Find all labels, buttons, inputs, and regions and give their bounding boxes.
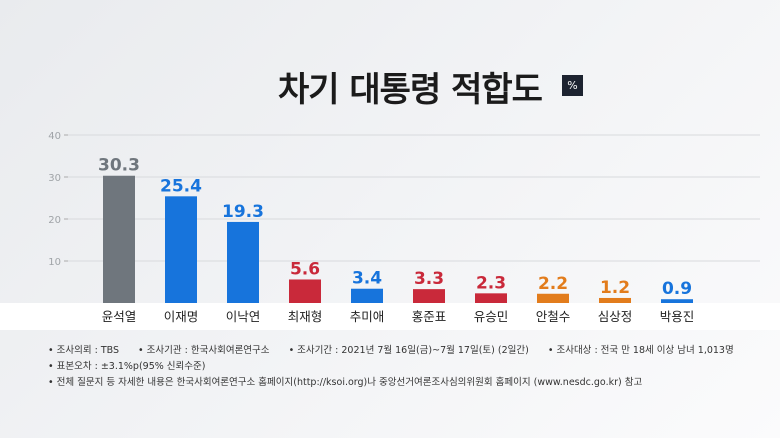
- unit-badge: %: [562, 75, 583, 96]
- category-label: 윤석열: [102, 309, 137, 324]
- y-tick-label: 30: [48, 173, 61, 184]
- value-label: 2.2: [538, 274, 568, 294]
- category-label: 이재명: [164, 309, 199, 324]
- value-label: 5.6: [290, 259, 320, 279]
- category-label: 홍준표: [412, 309, 447, 324]
- bar: [289, 279, 321, 303]
- bar: [165, 196, 197, 303]
- bar: [537, 293, 569, 303]
- bar: [351, 288, 383, 303]
- note-margin-of-error: • 표본오차 : ±3.1%p(95% 신뢰수준): [48, 361, 206, 372]
- category-label: 유승민: [474, 309, 509, 324]
- value-label: 3.4: [352, 269, 382, 289]
- value-label: 0.9: [662, 279, 692, 299]
- chart-title: 차기 대통령 적합도: [278, 70, 543, 110]
- bar: [475, 293, 507, 303]
- category-label: 최재형: [288, 309, 323, 324]
- bar: [103, 175, 135, 303]
- note-agency: • 조사기관 : 한국사회여론연구소: [138, 345, 270, 356]
- value-label: 19.3: [222, 202, 264, 222]
- bar: [599, 297, 631, 303]
- category-label-strip: [0, 303, 780, 330]
- category-label: 심상정: [598, 309, 633, 324]
- value-label: 3.3: [414, 269, 444, 289]
- bar: [413, 289, 445, 303]
- note-reference: • 전체 질문지 등 자세한 내용은 한국사회여론연구소 홈페이지(http:/…: [48, 377, 643, 388]
- value-label: 2.3: [476, 273, 506, 293]
- value-label: 1.2: [600, 278, 630, 298]
- bar: [661, 299, 693, 303]
- footnote-line-1: • 조사의뢰 : TBS • 조사기관 : 한국사회여론연구소 • 조사기간 :…: [48, 343, 750, 359]
- bar: [227, 221, 259, 303]
- y-tick-label: 40: [48, 131, 61, 142]
- note-target: • 조사대상 : 전국 만 18세 이상 남녀 1,013명: [547, 345, 734, 356]
- category-label: 이낙연: [226, 309, 261, 324]
- note-period: • 조사기간 : 2021년 7월 16일(금)~7월 17일(토) (2일간): [288, 345, 529, 356]
- category-label: 안철수: [536, 309, 571, 324]
- y-tick-label: 20: [48, 215, 61, 226]
- value-label: 25.4: [160, 176, 202, 196]
- value-label: 30.3: [98, 156, 140, 176]
- footnotes: • 조사의뢰 : TBS • 조사기관 : 한국사회여론연구소 • 조사기간 :…: [48, 343, 750, 391]
- note-client: • 조사의뢰 : TBS: [48, 345, 120, 356]
- category-label: 추미애: [350, 309, 385, 324]
- y-tick-label: 10: [48, 257, 61, 268]
- category-label: 박용진: [660, 309, 695, 324]
